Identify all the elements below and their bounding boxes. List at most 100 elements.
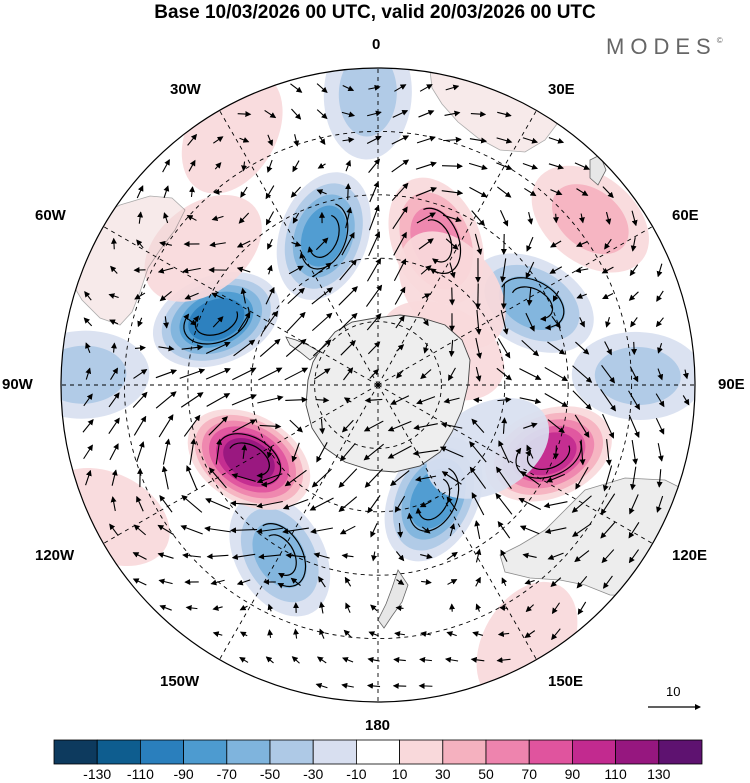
colorbar-swatch: [658, 739, 703, 765]
wind-arrow: [237, 311, 251, 332]
wind-arrow: [413, 423, 438, 431]
latitude-circle: [187, 194, 569, 576]
streamline: [515, 440, 582, 479]
wind-arrow: [394, 84, 407, 92]
wind-arrow: [543, 501, 568, 509]
wind-arrow: [310, 527, 333, 535]
streamline: [307, 214, 340, 258]
wind-arrow: [338, 286, 358, 306]
lon-label-150e: 150E: [548, 673, 584, 690]
wind-arrow: [187, 318, 197, 326]
wind-arrow: [418, 110, 435, 118]
colorbar-tick-label: -130: [83, 766, 111, 782]
wind-arrow: [600, 389, 616, 412]
wind-arrow: [366, 257, 382, 282]
wind-arrow: [342, 136, 355, 143]
wind-arrow: [412, 449, 439, 457]
wind-arrow: [110, 496, 117, 512]
wind-arrow: [189, 438, 197, 465]
wind-arrow: [267, 603, 274, 612]
wind-arrow: [446, 631, 457, 637]
wind-arrow: [496, 367, 512, 381]
wind-arrow: [239, 604, 248, 611]
wind-arrow: [394, 286, 406, 305]
wind-arrow: [84, 291, 92, 301]
wind-arrow: [630, 317, 638, 328]
wind-arrow: [682, 369, 689, 380]
wind-arrow: [524, 187, 537, 197]
wind-arrow: [317, 162, 326, 169]
wind-arrow: [159, 240, 172, 247]
wind-arrow: [576, 188, 589, 196]
wind-arrow: [447, 579, 458, 585]
streamline: [415, 478, 451, 521]
meridian-line: [219, 384, 379, 660]
wind-arrow: [518, 497, 542, 511]
wind-arrow: [292, 160, 300, 173]
lon-label-90w: 90W: [2, 376, 33, 393]
wind-arrow: [158, 414, 174, 438]
wind-arrow: [390, 470, 410, 487]
wind-arrow: [443, 136, 462, 143]
streamline: [427, 219, 453, 265]
wind-arrow: [161, 465, 169, 490]
wind-arrow: [163, 316, 170, 329]
wind-arrow: [602, 292, 614, 300]
wind-arrow: [601, 549, 615, 564]
wind-arrow: [366, 135, 382, 145]
wind-arrow: [495, 466, 512, 489]
wind-arrow: [340, 340, 356, 356]
wind-vectors: [82, 83, 690, 689]
wind-arrow: [600, 493, 616, 516]
wind-arrow: [316, 109, 328, 120]
wind-arrow: [206, 553, 229, 560]
wind-arrow: [548, 163, 565, 170]
wind-arrow: [368, 158, 381, 173]
streamline: [268, 534, 297, 579]
wind-arrow: [136, 441, 145, 463]
wind-arrow: [547, 419, 565, 434]
wind-arrow: [421, 293, 431, 299]
colorbar-swatch: [572, 739, 617, 765]
wind-arrow: [282, 527, 309, 535]
wind-arrow: [137, 317, 143, 328]
wind-arrow: [136, 185, 144, 199]
wind-arrow: [415, 187, 438, 197]
wind-arrow: [109, 319, 119, 325]
wind-arrow: [211, 292, 225, 300]
wind-arrow: [345, 206, 353, 229]
wind-arrow: [657, 342, 663, 354]
wind-arrow: [629, 366, 639, 383]
wind-arrow: [396, 579, 405, 585]
wind-arrow: [550, 577, 562, 587]
wind-arrow: [291, 442, 300, 463]
wind-arrow: [339, 525, 356, 535]
wind-arrow: [312, 339, 332, 357]
wind-arrow: [629, 494, 639, 515]
wind-arrow: [85, 342, 91, 354]
wind-arrow: [498, 440, 510, 464]
wind-arrow: [501, 577, 508, 587]
wind-arrow: [341, 419, 354, 433]
wind-arrow: [319, 418, 326, 435]
wind-arrow: [261, 310, 279, 333]
wind-arrow: [240, 186, 248, 198]
wind-arrow: [343, 367, 354, 381]
meridian-line: [103, 226, 379, 386]
wind-arrow: [180, 392, 204, 408]
wind-arrow: [265, 286, 275, 305]
wind-arrow: [391, 135, 410, 145]
wind-arrow: [111, 469, 118, 486]
wind-arrow: [236, 266, 251, 273]
wind-arrow: [256, 527, 283, 535]
streamline: [262, 523, 307, 589]
wind-arrow: [159, 604, 172, 611]
wind-arrow: [256, 500, 283, 509]
wind-arrow: [285, 552, 306, 559]
reference-vector-label: 10: [666, 684, 681, 699]
antarctica-landmass: [305, 314, 471, 473]
colorbar-tick-label: 10: [392, 766, 408, 782]
wind-arrow: [158, 578, 173, 585]
wind-arrow: [311, 287, 333, 305]
